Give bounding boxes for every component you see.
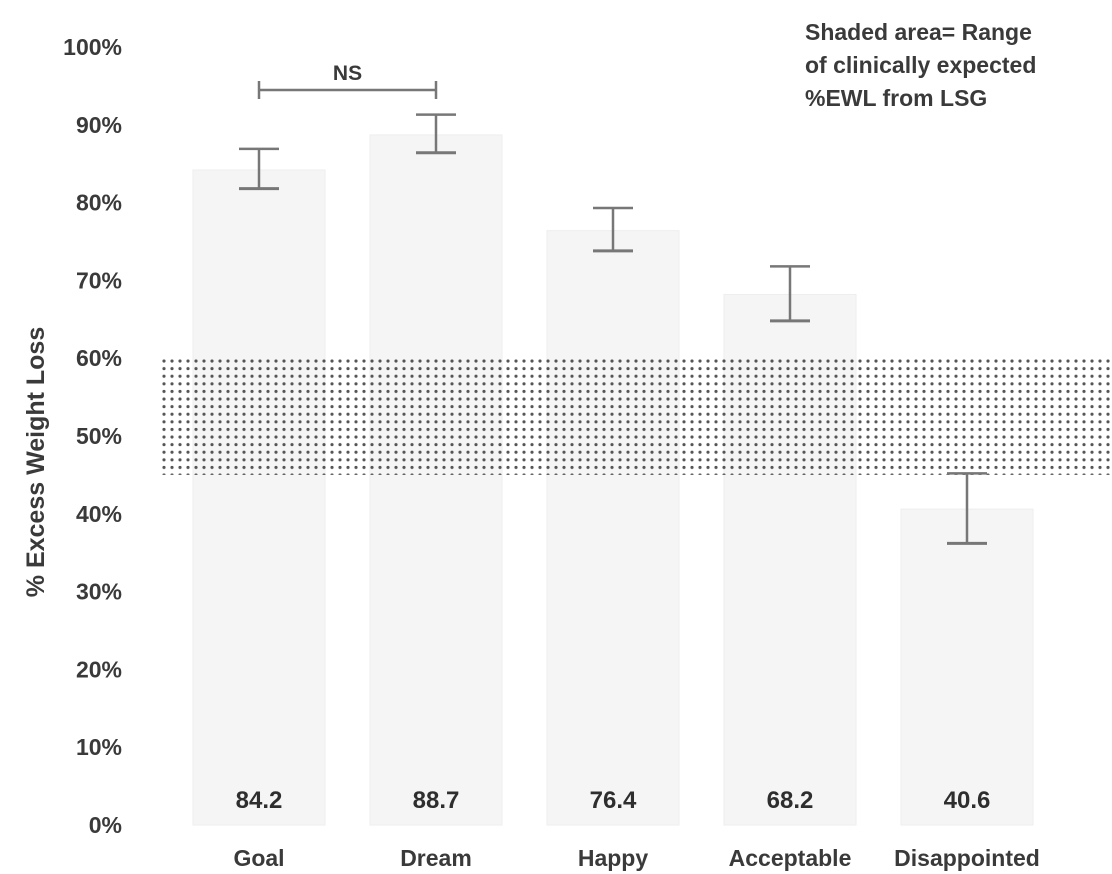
y-axis-label: % Excess Weight Loss <box>22 327 50 597</box>
y-tick-label: 0% <box>89 812 122 838</box>
category-label-happy: Happy <box>578 845 649 871</box>
data-labels-layer: 84.2 88.7 76.4 68.2 40.6 <box>236 787 991 814</box>
error-bar-happy <box>593 206 633 253</box>
category-label-disappointed: Disappointed <box>894 845 1040 871</box>
error-bar-acceptable <box>770 265 810 323</box>
x-axis-categories: Goal Dream Happy Acceptable Disappointed <box>233 845 1039 871</box>
y-tick-label: 70% <box>76 267 122 293</box>
significance-bracket: NS <box>257 62 438 99</box>
annotation-line-1: Shaded area= Range <box>805 19 1032 45</box>
data-label-disappointed: 40.6 <box>944 787 991 814</box>
bar-dream <box>369 134 503 826</box>
shaded-range-band <box>160 358 1110 475</box>
category-label-dream: Dream <box>400 845 472 871</box>
bar-disappointed <box>900 508 1034 826</box>
error-bar-goal <box>239 147 279 191</box>
y-tick-label: 90% <box>76 112 122 138</box>
bars-layer <box>192 134 1034 826</box>
y-tick-label: 60% <box>76 345 122 371</box>
category-label-goal: Goal <box>233 845 284 871</box>
data-label-happy: 76.4 <box>590 787 637 814</box>
significance-label: NS <box>333 62 362 85</box>
y-tick-label: 80% <box>76 190 122 216</box>
y-tick-label: 10% <box>76 734 122 760</box>
shaded-area-annotation: Shaded area= Range of clinically expecte… <box>805 19 1036 111</box>
y-tick-label: 40% <box>76 501 122 527</box>
y-tick-label: 30% <box>76 579 122 605</box>
error-bar-disappointed <box>947 472 987 545</box>
bar-goal <box>192 169 326 826</box>
error-bars-layer <box>239 113 987 545</box>
data-label-goal: 84.2 <box>236 787 283 814</box>
data-label-acceptable: 68.2 <box>767 787 814 814</box>
error-bar-dream <box>416 113 456 155</box>
bar-happy <box>546 230 680 826</box>
annotation-line-3: %EWL from LSG <box>805 85 987 111</box>
y-tick-label: 50% <box>76 423 122 449</box>
y-tick-label: 100% <box>63 34 122 60</box>
category-label-acceptable: Acceptable <box>729 845 852 871</box>
annotation-line-2: of clinically expected <box>805 52 1036 78</box>
y-tick-label: 20% <box>76 656 122 682</box>
y-axis-ticks: 0% 10% 20% 30% 40% 50% 60% 70% 80% 90% 100% <box>63 34 122 838</box>
data-label-dream: 88.7 <box>413 787 460 814</box>
